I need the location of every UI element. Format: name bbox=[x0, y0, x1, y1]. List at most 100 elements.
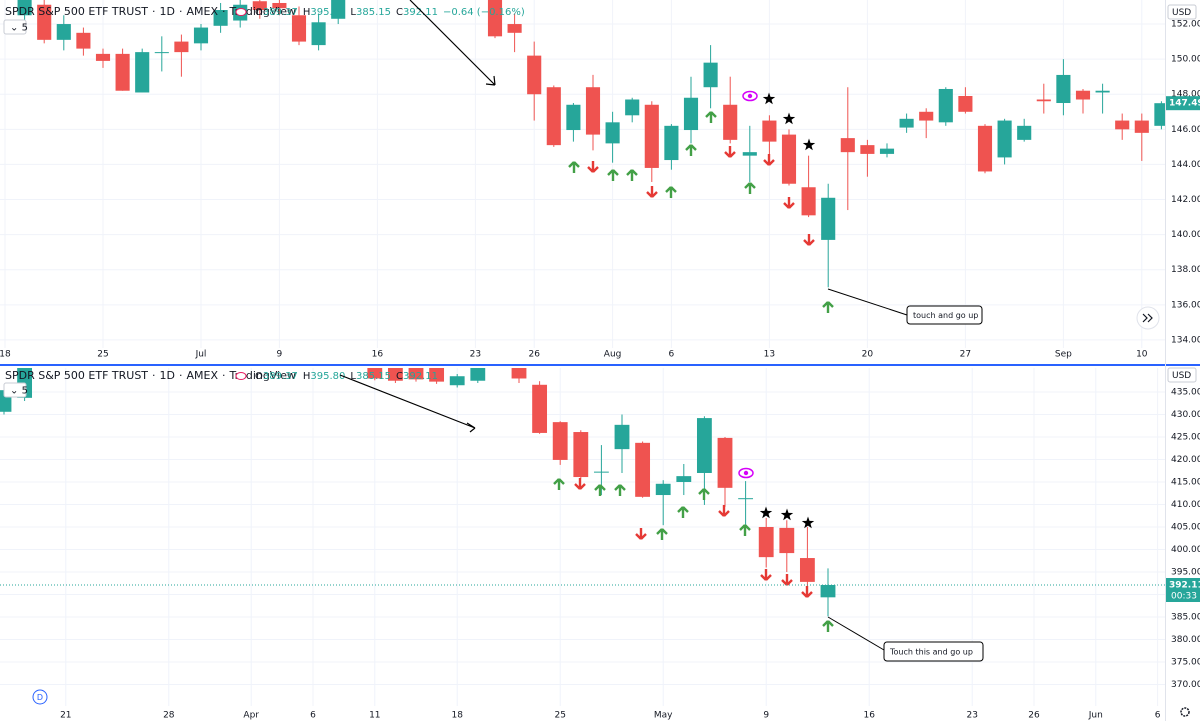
candle-body bbox=[1095, 90, 1110, 93]
candle-body bbox=[1017, 125, 1032, 140]
callout-line bbox=[827, 616, 885, 651]
exchange: AMEX bbox=[187, 369, 219, 382]
candle-body bbox=[527, 55, 542, 95]
down-arrow-drawing bbox=[587, 161, 599, 173]
candle-body bbox=[762, 120, 777, 142]
ohlc-value: 392.11 bbox=[403, 371, 438, 382]
interval-button-label[interactable]: ⌄ 5 bbox=[10, 386, 28, 397]
candle-body bbox=[997, 120, 1012, 158]
candle-body bbox=[958, 95, 973, 112]
star-drawing bbox=[759, 506, 773, 519]
x-tick-label: 16 bbox=[372, 350, 384, 360]
candle-body bbox=[614, 424, 630, 450]
candle-body bbox=[1036, 99, 1051, 102]
down-arrow-drawing bbox=[760, 569, 772, 581]
candle-body bbox=[696, 418, 712, 473]
candle-body bbox=[573, 432, 589, 478]
separator: · bbox=[152, 369, 156, 382]
ohlc-letter: L bbox=[350, 371, 356, 382]
candle-body bbox=[635, 442, 651, 497]
candle-body bbox=[552, 422, 568, 460]
candle-body bbox=[487, 0, 503, 37]
candle-body bbox=[664, 125, 679, 161]
x-tick-label: 13 bbox=[764, 350, 775, 360]
candle-body bbox=[193, 27, 209, 44]
separator: · bbox=[179, 5, 183, 18]
candle-body bbox=[683, 97, 699, 131]
y-tick-label: 146.00 bbox=[1171, 125, 1200, 135]
interval-button[interactable] bbox=[3, 382, 27, 398]
scroll-icon bbox=[1142, 313, 1153, 323]
visibility-icon bbox=[235, 372, 247, 380]
candle-body bbox=[758, 526, 774, 558]
separator: · bbox=[222, 5, 226, 18]
candle-body bbox=[779, 527, 795, 554]
y-tick-label: 142.00 bbox=[1171, 195, 1200, 205]
x-tick-label: 16 bbox=[863, 711, 875, 721]
y-tick-label: 430.00 bbox=[1171, 410, 1200, 420]
ohlc-letter: C bbox=[396, 7, 403, 18]
pane bbox=[0, 368, 1165, 706]
down-arrow-drawing bbox=[783, 197, 795, 209]
x-tick-label: 18 bbox=[0, 350, 11, 360]
x-tick-label: 23 bbox=[470, 350, 481, 360]
up-arrow-drawing bbox=[744, 182, 756, 194]
y-tick-label: 138.00 bbox=[1171, 265, 1200, 275]
candle-body bbox=[977, 125, 993, 172]
down-arrow-drawing bbox=[718, 505, 730, 517]
candle-body bbox=[566, 104, 581, 131]
down-arrow-drawing bbox=[724, 146, 736, 158]
ohlc-value: 395.80 bbox=[310, 371, 345, 382]
scroll-to-latest-button[interactable] bbox=[1136, 306, 1160, 330]
up-arrow-drawing bbox=[594, 484, 606, 496]
interval: 1D bbox=[160, 5, 175, 18]
candle-body bbox=[919, 111, 934, 121]
candle-body bbox=[252, 1, 267, 11]
interval-button[interactable] bbox=[3, 19, 27, 35]
star-drawing bbox=[762, 92, 776, 105]
candle-body bbox=[1075, 90, 1091, 100]
dividend-marker-label[interactable]: D bbox=[37, 693, 43, 702]
x-tick-label: Jun bbox=[1088, 711, 1103, 721]
x-tick-label: 11 bbox=[369, 711, 380, 721]
candle-body bbox=[507, 24, 522, 33]
currency-label[interactable]: USD bbox=[1172, 371, 1191, 381]
candle-body bbox=[17, 0, 32, 16]
interval-value[interactable]: 5 bbox=[22, 386, 28, 397]
price-axis-border bbox=[1165, 0, 1166, 721]
candle-body bbox=[860, 145, 875, 154]
candle-body bbox=[655, 483, 671, 496]
ohlc-letter: H bbox=[303, 371, 311, 382]
x-tick-label: 25 bbox=[554, 711, 565, 721]
currency-label[interactable]: USD bbox=[1172, 8, 1191, 18]
x-tick-label: 21 bbox=[60, 711, 71, 721]
ohlc-values: O389.37 H395.80 L385.15 C392.11 bbox=[255, 371, 438, 382]
candle-body bbox=[1154, 103, 1165, 126]
candle-body bbox=[625, 99, 640, 116]
star-drawing bbox=[801, 516, 815, 529]
exchange: AMEX bbox=[187, 5, 219, 18]
callout-box bbox=[883, 641, 984, 662]
candle-body bbox=[703, 62, 718, 88]
currency-button[interactable] bbox=[1167, 367, 1197, 383]
candle-body bbox=[154, 52, 169, 54]
dividend-marker[interactable] bbox=[32, 689, 48, 705]
candle-body bbox=[0, 390, 12, 412]
candle-body bbox=[585, 87, 601, 135]
candle-body bbox=[840, 138, 855, 153]
interval-value[interactable]: 5 bbox=[22, 23, 28, 34]
pane-separator bbox=[0, 364, 1200, 366]
interval-button-label[interactable]: ⌄ 5 bbox=[10, 23, 28, 34]
last-price-tag bbox=[1166, 96, 1200, 111]
y-tick-label: 134.00 bbox=[1171, 335, 1200, 345]
settings-button[interactable] bbox=[1180, 707, 1190, 717]
y-tick-label: 405.00 bbox=[1171, 522, 1200, 532]
up-arrow-drawing bbox=[822, 301, 834, 313]
ohlc-value: 385.15 bbox=[356, 371, 391, 382]
currency-button[interactable] bbox=[1167, 4, 1197, 20]
source: TradingView bbox=[229, 369, 296, 382]
candle-body bbox=[723, 104, 738, 140]
down-arrow-drawing bbox=[781, 574, 793, 586]
